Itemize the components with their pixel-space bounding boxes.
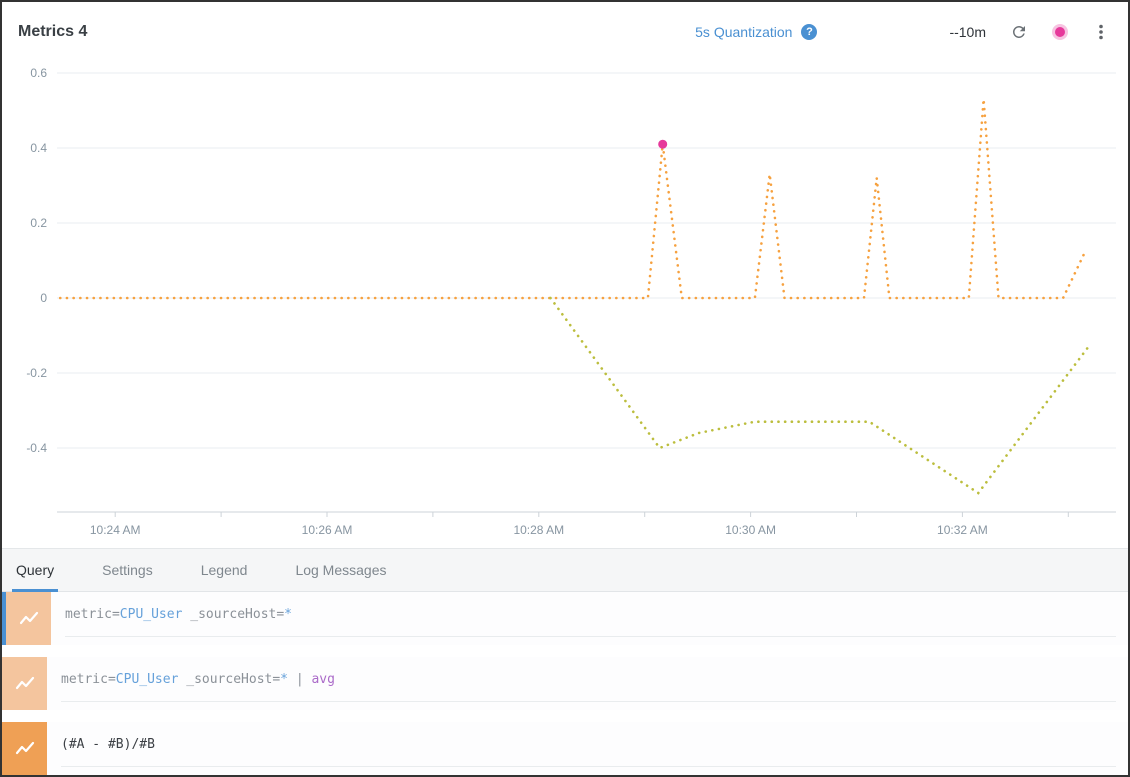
live-indicator-icon[interactable]: [1055, 27, 1065, 37]
query-row-a[interactable]: metric= CPU_User _sourceHost= *: [2, 592, 1128, 645]
line-chart-icon[interactable]: [2, 722, 47, 775]
svg-text:0.2: 0.2: [30, 216, 47, 230]
svg-text:10:26 AM: 10:26 AM: [302, 523, 353, 537]
svg-text:10:32 AM: 10:32 AM: [937, 523, 988, 537]
svg-text:0: 0: [40, 291, 47, 305]
line-chart-icon[interactable]: [6, 592, 51, 645]
refresh-icon[interactable]: [1010, 23, 1028, 41]
svg-text:0.4: 0.4: [30, 141, 47, 155]
metrics-chart-area: 0.6 0.4 0.2 0 -0.2 -0.4 10:24 AM 10:26 AM 10:28 …: [2, 62, 1128, 548]
query-input-c[interactable]: (#A - #B)/#B: [61, 722, 1116, 767]
svg-text:10:28 AM: 10:28 AM: [513, 523, 564, 537]
svg-text:-0.4: -0.4: [26, 441, 47, 455]
tab-legend[interactable]: Legend: [199, 549, 250, 591]
quantization-control[interactable]: 5s Quantization ?: [695, 24, 818, 40]
tab-log-messages[interactable]: Log Messages: [293, 549, 388, 591]
line-chart-icon[interactable]: [2, 657, 47, 710]
header-controls: --10m: [949, 23, 1110, 41]
quantization-label[interactable]: 5s Quantization: [695, 24, 793, 40]
tab-settings-label: Settings: [102, 562, 153, 578]
tab-log-messages-label: Log Messages: [295, 562, 387, 578]
help-icon[interactable]: ?: [801, 24, 818, 40]
panel-header: Metrics 4 5s Quantization ? --10m: [2, 2, 1128, 62]
tab-settings[interactable]: Settings: [100, 549, 155, 591]
query-list: metric= CPU_User _sourceHost= * metric= CPU…: [2, 592, 1128, 775]
time-range[interactable]: --10m: [949, 24, 986, 40]
svg-text:10:24 AM: 10:24 AM: [90, 523, 141, 537]
kebab-menu-icon[interactable]: [1092, 23, 1110, 41]
query-row-c[interactable]: (#A - #B)/#B: [2, 722, 1128, 775]
query-row-b[interactable]: metric= CPU_User _sourceHost= * | avg: [2, 657, 1128, 710]
tab-query[interactable]: Query: [11, 549, 59, 592]
query-input-b[interactable]: metric= CPU_User _sourceHost= * | avg: [61, 657, 1116, 702]
panel-title: Metrics 4: [18, 23, 88, 40]
panel-tabs: Query Settings Legend Log Messages: [2, 548, 1128, 592]
tab-query-label: Query: [16, 562, 55, 578]
query-input-a[interactable]: metric= CPU_User _sourceHost= *: [65, 592, 1116, 637]
tab-legend-label: Legend: [200, 562, 248, 578]
svg-text:0.6: 0.6: [30, 66, 47, 80]
svg-text:-0.2: -0.2: [26, 366, 47, 380]
metrics-chart[interactable]: 0.6 0.4 0.2 0 -0.2 -0.4 10:24 AM 10:26 AM 10:28 …: [2, 62, 1128, 548]
svg-text:10:30 AM: 10:30 AM: [725, 523, 776, 537]
